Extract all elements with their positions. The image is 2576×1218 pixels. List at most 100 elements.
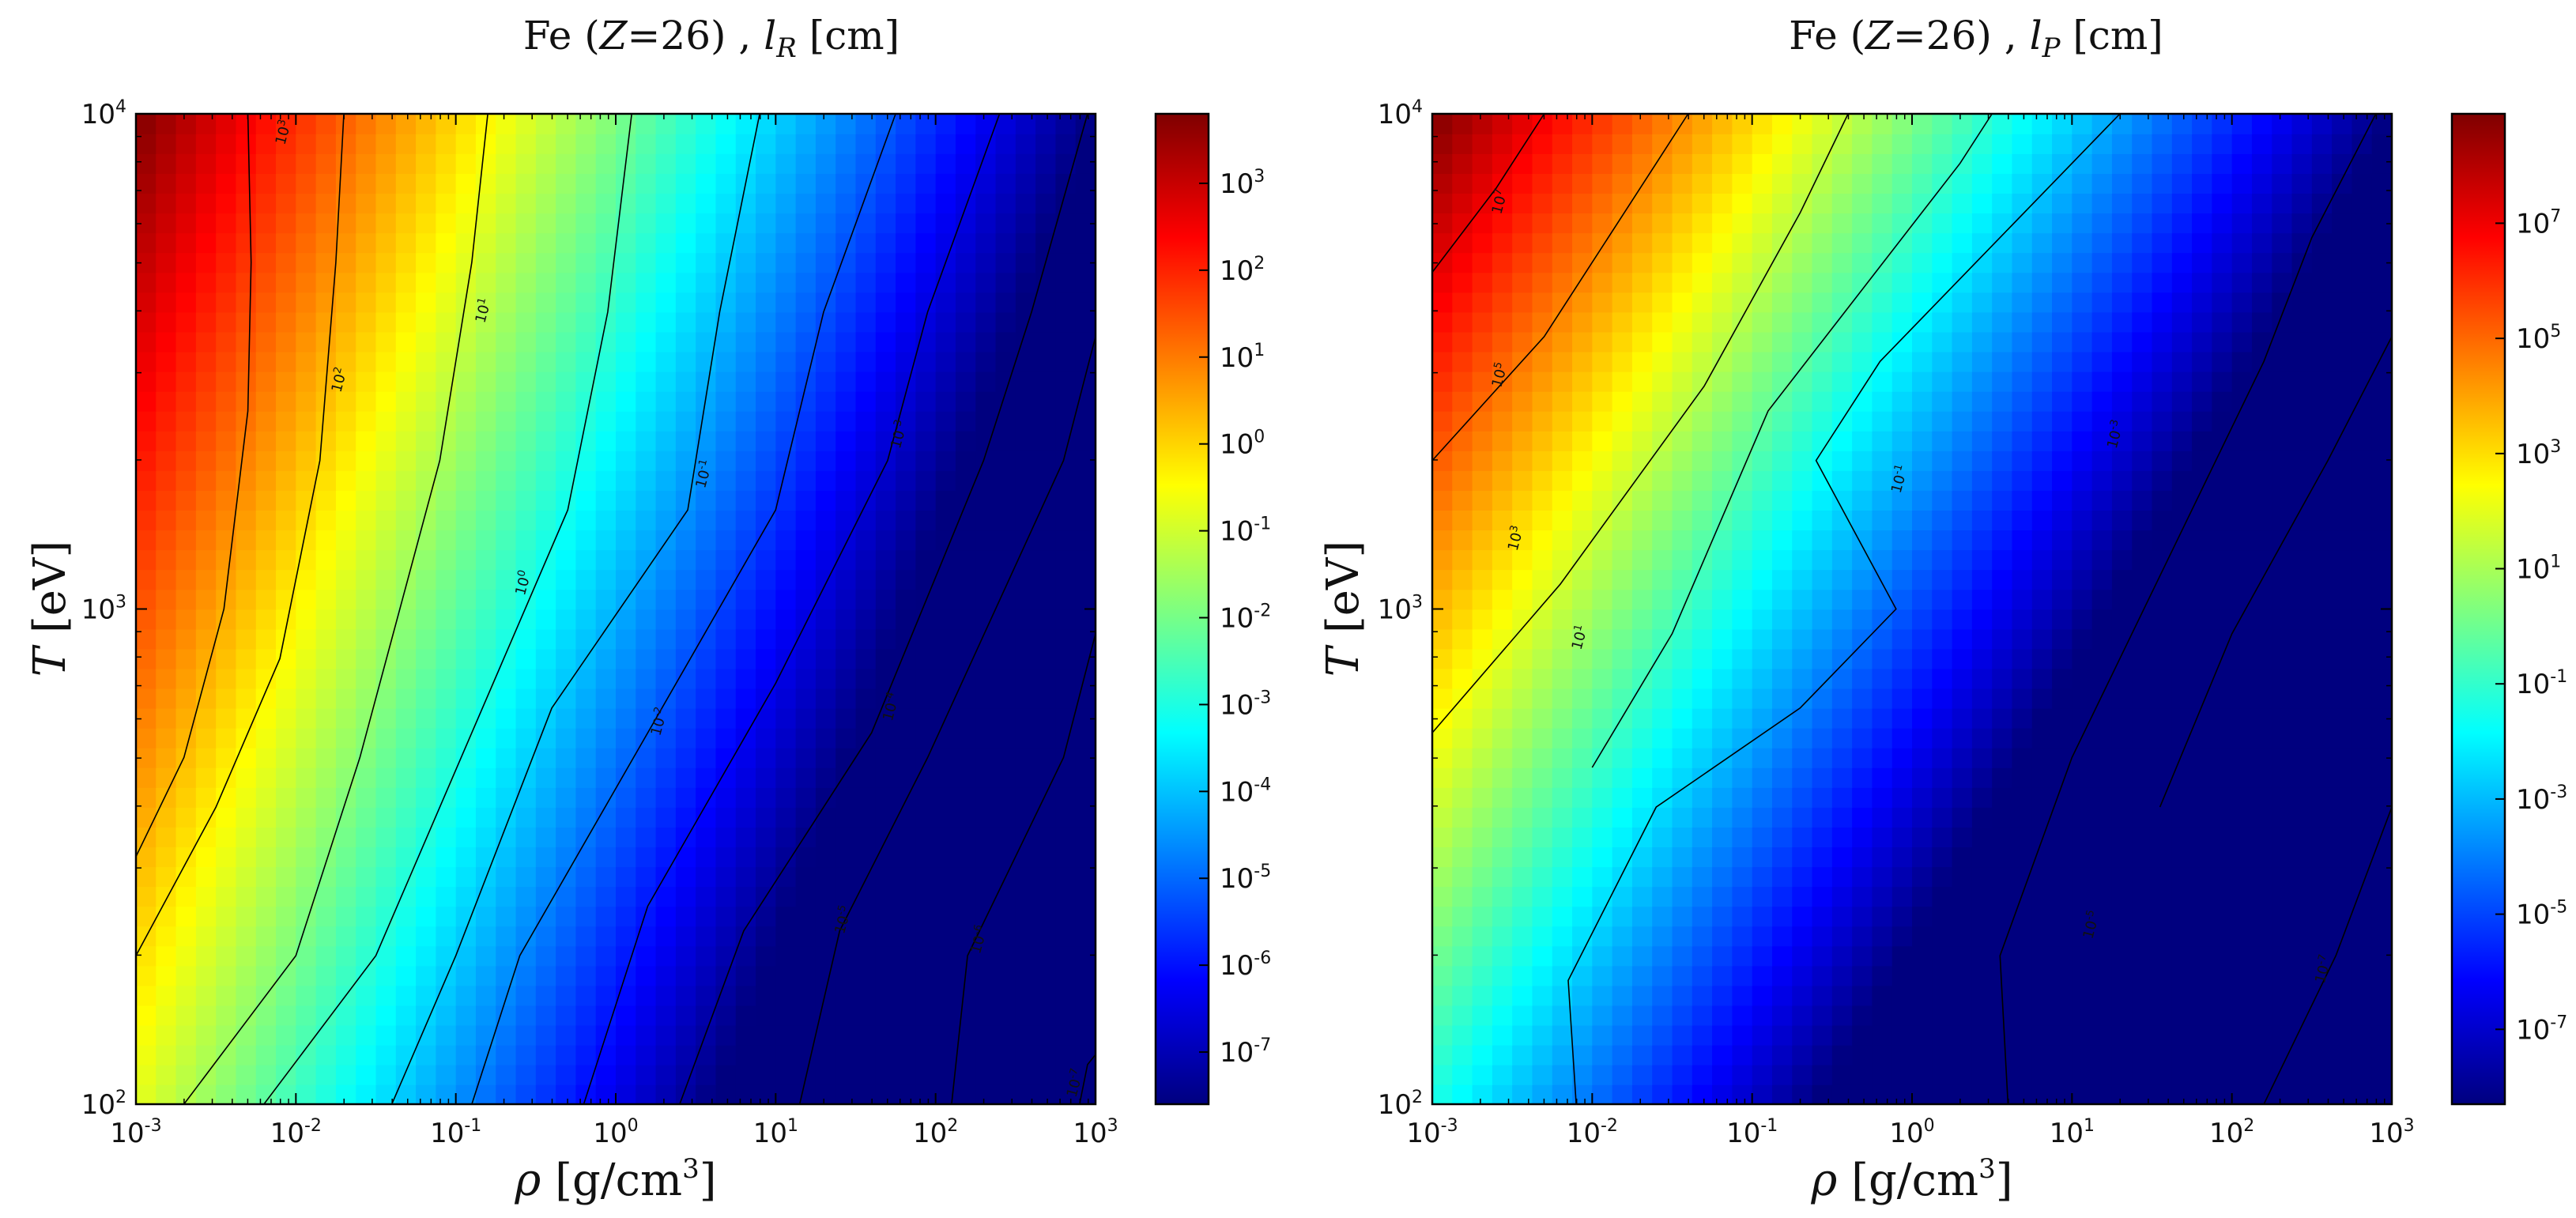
heatmap-cell — [2012, 252, 2033, 273]
heatmap-cell — [655, 134, 677, 154]
heatmap-cell — [2171, 410, 2193, 432]
heatmap-cell — [1035, 727, 1057, 749]
heatmap-cell — [156, 707, 177, 729]
heatmap-cell — [2132, 510, 2153, 531]
heatmap-cell — [1692, 549, 1713, 571]
heatmap-cell — [795, 609, 817, 630]
heatmap-cell — [896, 906, 917, 927]
heatmap-cell — [2052, 410, 2073, 432]
heatmap-cell — [335, 153, 357, 174]
heatmap-cell — [595, 470, 617, 491]
heatmap-cell — [2091, 490, 2113, 511]
heatmap-cell — [595, 569, 617, 590]
heatmap-cell — [2192, 390, 2213, 412]
heatmap-cell — [1932, 747, 1953, 768]
heatmap-cell — [2171, 1044, 2193, 1065]
heatmap-cell — [375, 609, 397, 630]
heatmap-cell — [1852, 232, 1873, 254]
heatmap-cell — [756, 648, 777, 669]
heatmap-cell — [675, 767, 696, 788]
heatmap-cell — [2231, 371, 2253, 392]
heatmap-cell — [156, 430, 177, 451]
heatmap-cell — [2371, 847, 2393, 868]
heatmap-cell — [696, 331, 717, 353]
heatmap-cell — [2352, 866, 2373, 888]
heatmap-cell — [156, 311, 177, 333]
heatmap-cell — [2371, 292, 2393, 313]
heatmap-cell — [995, 727, 1016, 749]
heatmap-cell — [1552, 886, 1573, 907]
heatmap-cell — [1971, 886, 1993, 907]
heatmap-cell — [255, 628, 277, 650]
heatmap-cell — [1712, 569, 1733, 590]
heatmap-cell — [655, 945, 677, 967]
heatmap-cell — [955, 311, 977, 333]
heatmap-cell — [616, 390, 637, 412]
heatmap-cell — [296, 410, 317, 432]
heatmap-cell — [775, 847, 797, 868]
heatmap-cell — [2072, 490, 2093, 511]
heatmap-cell — [775, 530, 797, 551]
heatmap-cell — [815, 628, 837, 650]
heatmap-cell — [1752, 390, 1773, 412]
heatmap-cell — [1612, 1084, 1633, 1105]
heatmap-cell — [2192, 510, 2213, 531]
heatmap-cell — [2212, 985, 2233, 1006]
heatmap-cell — [875, 965, 896, 986]
heatmap-cell — [535, 153, 556, 174]
heatmap-cell — [2031, 926, 2053, 947]
heatmap-cell — [795, 787, 817, 808]
heatmap-cell — [1592, 193, 1613, 214]
heatmap-cell — [735, 1005, 756, 1026]
heatmap-cell — [1512, 886, 1533, 907]
heatmap-cell — [255, 787, 277, 808]
heatmap-cell — [1912, 1005, 1933, 1026]
heatmap-cell — [896, 530, 917, 551]
heatmap-cell — [2132, 906, 2153, 927]
heatmap-cell — [416, 1044, 437, 1065]
heatmap-cell — [496, 114, 517, 134]
heatmap-cell — [175, 628, 197, 650]
heatmap-cell — [2311, 648, 2333, 669]
heatmap-cell — [636, 965, 657, 986]
heatmap-cell — [616, 609, 637, 630]
heatmap-cell — [2272, 410, 2293, 432]
heatmap-cell — [875, 1084, 896, 1105]
heatmap-cell — [2031, 747, 2053, 768]
heatmap-cell — [455, 1005, 477, 1026]
heatmap-cell — [1831, 965, 1853, 986]
heatmap-cell — [1971, 530, 1993, 551]
heatmap-cell — [1612, 827, 1633, 848]
heatmap-cell — [2212, 1044, 2233, 1065]
heatmap-cell — [636, 371, 657, 392]
heatmap-cell — [835, 173, 857, 194]
heatmap-cell — [1852, 906, 1873, 927]
heatmap-cell — [2212, 390, 2233, 412]
heatmap-cell — [2152, 906, 2173, 927]
heatmap-cell — [896, 866, 917, 888]
heatmap-cell — [2091, 173, 2113, 194]
heatmap-cell — [395, 134, 417, 154]
heatmap-cell — [1035, 311, 1057, 333]
heatmap-cell — [2231, 430, 2253, 451]
heatmap-cell — [1971, 549, 1993, 571]
heatmap-cell — [335, 688, 357, 709]
heatmap-cell — [575, 747, 597, 768]
heatmap-cell — [1732, 173, 1753, 194]
heatmap-cell — [236, 628, 257, 650]
heatmap-cell — [1472, 153, 1493, 174]
heatmap-cell — [1912, 549, 1933, 571]
heatmap-cell — [935, 628, 956, 650]
heatmap-cell — [2251, 410, 2273, 432]
heatmap-cell — [1771, 213, 1793, 234]
heatmap-cell — [2332, 945, 2353, 967]
heatmap-cell — [1452, 747, 1473, 768]
heatmap-cell — [1035, 213, 1057, 234]
heatmap-cell — [1912, 985, 1933, 1006]
heatmap-cell — [675, 530, 696, 551]
heatmap-cell — [855, 688, 877, 709]
heatmap-cell — [395, 985, 417, 1006]
heatmap-cell — [1712, 331, 1733, 353]
heatmap-cell — [636, 1084, 657, 1105]
